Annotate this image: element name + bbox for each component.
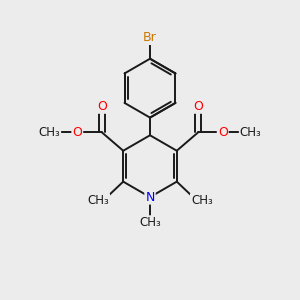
Text: CH₃: CH₃: [38, 126, 60, 139]
Text: Br: Br: [143, 31, 157, 44]
Text: O: O: [193, 100, 203, 113]
Text: O: O: [97, 100, 107, 113]
Text: O: O: [218, 126, 228, 139]
Text: N: N: [145, 190, 155, 204]
Text: CH₃: CH₃: [87, 194, 109, 207]
Text: CH₃: CH₃: [240, 126, 262, 139]
Text: O: O: [72, 126, 82, 139]
Text: CH₃: CH₃: [191, 194, 213, 207]
Text: CH₃: CH₃: [139, 216, 161, 229]
